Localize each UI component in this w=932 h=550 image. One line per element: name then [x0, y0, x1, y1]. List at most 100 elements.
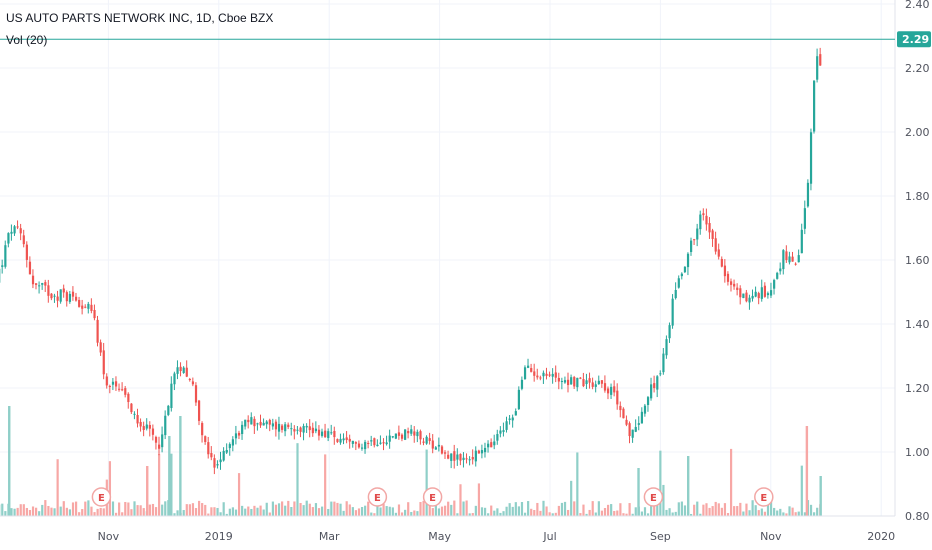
candle-body	[471, 457, 474, 460]
candle-body	[345, 437, 348, 440]
volume-bar	[1, 503, 4, 516]
volume-bar	[662, 484, 665, 516]
last-price-tag: 2.29	[897, 31, 931, 48]
candle-body	[41, 282, 44, 285]
earnings-marker[interactable]: E	[367, 487, 388, 507]
candle-body	[819, 54, 822, 66]
x-tick-label: Nov	[760, 530, 782, 543]
candle-body	[628, 423, 631, 437]
volume-bar	[324, 454, 327, 516]
volume-bar	[71, 502, 75, 516]
volume-bar	[35, 507, 38, 516]
candle-body	[683, 266, 687, 273]
candle-body	[640, 411, 644, 424]
candle-body	[653, 383, 656, 389]
candle-body	[373, 438, 376, 446]
candle-body	[62, 288, 65, 293]
volume-bar	[520, 502, 524, 516]
legend-volume-label[interactable]: Vol (20)	[6, 33, 47, 47]
x-tick-label: Nov	[98, 530, 120, 543]
candle-body	[228, 444, 231, 449]
candle-body	[407, 431, 410, 434]
volume-bar	[216, 507, 219, 516]
candle-body	[520, 379, 524, 389]
volume-bar	[634, 507, 637, 516]
candle-body	[28, 261, 32, 275]
volume-bar	[505, 506, 508, 516]
volume-bar	[760, 508, 763, 516]
volume-bar	[656, 502, 659, 516]
candle-body	[357, 443, 361, 448]
earnings-marker[interactable]: E	[754, 487, 774, 507]
candle-body	[560, 380, 564, 382]
volume-bar	[41, 504, 44, 516]
volume-bar	[646, 513, 650, 516]
candle-body	[53, 295, 56, 297]
candle-body	[382, 442, 385, 444]
volume-bar	[194, 508, 198, 516]
candle-body	[729, 281, 733, 285]
candle-body	[204, 436, 207, 442]
legend-title[interactable]: US AUTO PARTS NETWORK INC, 1D, Cboe BZX	[6, 11, 273, 25]
volume-bar	[680, 501, 683, 516]
volume-bar	[431, 508, 434, 516]
volume-bar	[376, 505, 379, 516]
x-tick-label: Sep	[650, 530, 671, 543]
legend: US AUTO PARTS NETWORK INC, 1D, Cboe BZX …	[6, 11, 273, 47]
volume-bar	[554, 512, 557, 516]
volume-bar	[382, 503, 385, 516]
volume-bar	[170, 453, 173, 516]
volume-bar	[674, 511, 677, 516]
volume-bar	[696, 501, 699, 516]
volume-bar	[74, 501, 78, 516]
candle-body	[118, 388, 121, 390]
candle-body	[450, 453, 453, 461]
volume-bar	[456, 513, 459, 516]
volume-bar	[705, 503, 708, 516]
candle-body	[705, 215, 708, 225]
earnings-marker[interactable]: E	[422, 487, 443, 507]
candle-body	[299, 427, 302, 432]
candle-body	[68, 293, 72, 302]
volume-bar	[59, 506, 62, 516]
volume-bar	[465, 500, 468, 516]
volume-bar	[241, 505, 244, 516]
candle-body	[567, 379, 570, 386]
candle-body	[274, 421, 278, 430]
volume-bar	[591, 501, 594, 516]
candles[interactable]	[0, 47, 822, 475]
earnings-marker[interactable]: E	[91, 487, 112, 507]
volume-bar	[299, 503, 302, 516]
candle-body	[782, 250, 785, 270]
candle-body	[336, 439, 339, 442]
candle-body	[148, 424, 151, 429]
volume-bar	[763, 511, 767, 516]
candle-body	[247, 419, 250, 423]
volume-bar	[161, 504, 164, 516]
candle-body	[339, 438, 342, 443]
volume-bar	[723, 503, 727, 516]
candle-body	[502, 430, 505, 432]
candle-body	[616, 390, 619, 405]
volume-bar	[523, 512, 527, 516]
volume-bar	[766, 501, 770, 516]
candle-body	[74, 296, 78, 301]
candle-body	[613, 386, 616, 393]
candle-body	[65, 292, 68, 302]
volume-bar	[769, 500, 773, 516]
volume-bar	[293, 501, 296, 516]
candle-body	[696, 228, 699, 240]
volume-bar	[87, 500, 90, 516]
candle-body	[634, 426, 637, 432]
volume-bar	[13, 508, 16, 516]
candle-body	[127, 393, 130, 403]
volume-bar	[277, 503, 281, 516]
volume-bar	[81, 509, 84, 516]
candle-body	[124, 388, 127, 395]
volume-bar	[139, 505, 142, 516]
candle-body	[606, 388, 610, 394]
candle-body	[650, 384, 653, 399]
earnings-marker[interactable]: E	[643, 487, 664, 507]
